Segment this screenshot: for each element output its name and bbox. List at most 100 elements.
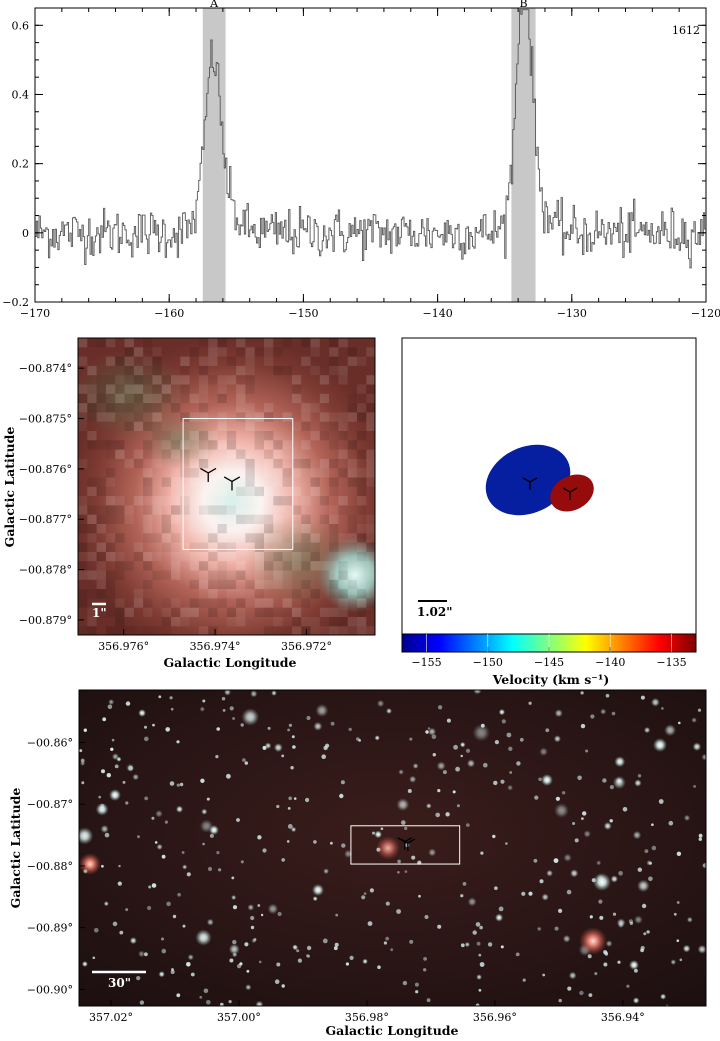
- pixel: [291, 542, 302, 552]
- star: [501, 719, 506, 724]
- pixel: [245, 579, 255, 590]
- pixel: [143, 524, 153, 534]
- pixel: [161, 533, 171, 543]
- pixel: [245, 412, 255, 422]
- star: [594, 972, 598, 976]
- pixel: [105, 384, 116, 394]
- pixel: [105, 375, 116, 385]
- star: [562, 934, 571, 943]
- pixel: [133, 403, 144, 413]
- pixel: [171, 486, 181, 497]
- x-tick-label: 356.94°: [601, 1011, 645, 1024]
- pixel: [143, 468, 153, 478]
- pixel: [171, 598, 181, 608]
- pixel: [143, 626, 153, 635]
- star: [161, 937, 164, 941]
- star: [398, 769, 404, 775]
- pixel: [161, 626, 171, 635]
- marker-a: [200, 467, 217, 482]
- pixel: [217, 542, 227, 552]
- pixel: [189, 561, 199, 571]
- star: [307, 954, 311, 958]
- star: [117, 881, 122, 886]
- spectrum-panel: −170 −160 −150 −140 −130 −120 −0.200.20.40.6 …: [2, 0, 720, 320]
- pixel: [329, 440, 339, 450]
- pixel: [105, 468, 116, 478]
- pixel: [245, 598, 255, 608]
- star: [585, 749, 589, 753]
- pixel: [226, 589, 237, 599]
- star: [580, 691, 584, 695]
- y-tick-label: 0.4: [12, 88, 30, 101]
- pixel: [171, 468, 181, 478]
- pixel: [143, 607, 153, 617]
- star: [452, 790, 456, 794]
- pixel: [319, 468, 330, 478]
- pixel: [124, 384, 134, 394]
- pixel: [236, 561, 246, 571]
- pixel: [338, 496, 348, 506]
- pixel: [171, 496, 181, 506]
- pixel: [115, 617, 125, 627]
- star: [209, 833, 214, 838]
- pixel: [133, 384, 144, 394]
- zoom-pixel-noise: [78, 338, 375, 635]
- pixel: [217, 579, 227, 590]
- pixel: [198, 403, 209, 413]
- pixel: [78, 393, 88, 404]
- star: [660, 993, 667, 1000]
- pixel: [78, 561, 88, 571]
- pixel: [115, 375, 125, 385]
- pixel: [189, 579, 199, 590]
- pixel: [198, 384, 209, 394]
- pixel: [208, 561, 218, 571]
- pixel: [105, 440, 116, 450]
- bright-star: [312, 884, 324, 896]
- pixel: [78, 551, 88, 562]
- zoom-y-ticks: −00.874° −00.875° −00.876° −00.877° −00.878°…: [19, 362, 84, 627]
- star: [186, 962, 191, 967]
- star: [369, 888, 374, 893]
- star: [240, 860, 244, 864]
- star: [95, 802, 109, 816]
- x-tick-label: 356.972°: [281, 640, 332, 653]
- star: [605, 693, 610, 698]
- pixel: [245, 468, 255, 478]
- marker-b-arm: [231, 476, 241, 483]
- pixel: [115, 626, 125, 635]
- pixel: [217, 524, 227, 534]
- star: [253, 938, 257, 941]
- pixel: [208, 542, 218, 552]
- star: [228, 1000, 232, 1004]
- star: [377, 965, 381, 969]
- y-tick-label: −00.875°: [19, 413, 72, 426]
- pixel: [226, 514, 237, 524]
- star: [385, 936, 390, 941]
- pixel: [357, 468, 367, 478]
- star: [250, 915, 255, 921]
- wide-field-panel: 357.02° 357.00° 356.98° 356.96° 356.94° −00.…: [8, 689, 707, 1038]
- pixel: [366, 347, 375, 357]
- star: [151, 883, 157, 888]
- wide-marker-b-arm: [407, 838, 416, 844]
- star: [224, 690, 231, 696]
- pixel: [319, 607, 330, 617]
- pixel: [105, 412, 116, 422]
- zoom-scalebar-label: 1": [92, 606, 107, 620]
- pixel: [208, 626, 218, 635]
- pixel: [161, 393, 171, 404]
- pixel: [254, 440, 264, 450]
- pixel: [366, 403, 375, 413]
- pixel: [78, 458, 88, 469]
- pixel: [198, 477, 209, 487]
- star: [541, 893, 549, 901]
- pixel: [143, 514, 153, 524]
- star: [231, 876, 235, 880]
- star: [206, 918, 214, 926]
- pixel: [78, 626, 88, 635]
- wide-x-axis-label: Galactic Longitude: [326, 1023, 459, 1038]
- maser-spots-panel: 1.02" −155 −150 −145 −140 −135 Velocity (km …: [401, 337, 697, 687]
- pixel: [282, 561, 292, 571]
- pixel: [189, 458, 199, 469]
- pixel: [115, 551, 125, 562]
